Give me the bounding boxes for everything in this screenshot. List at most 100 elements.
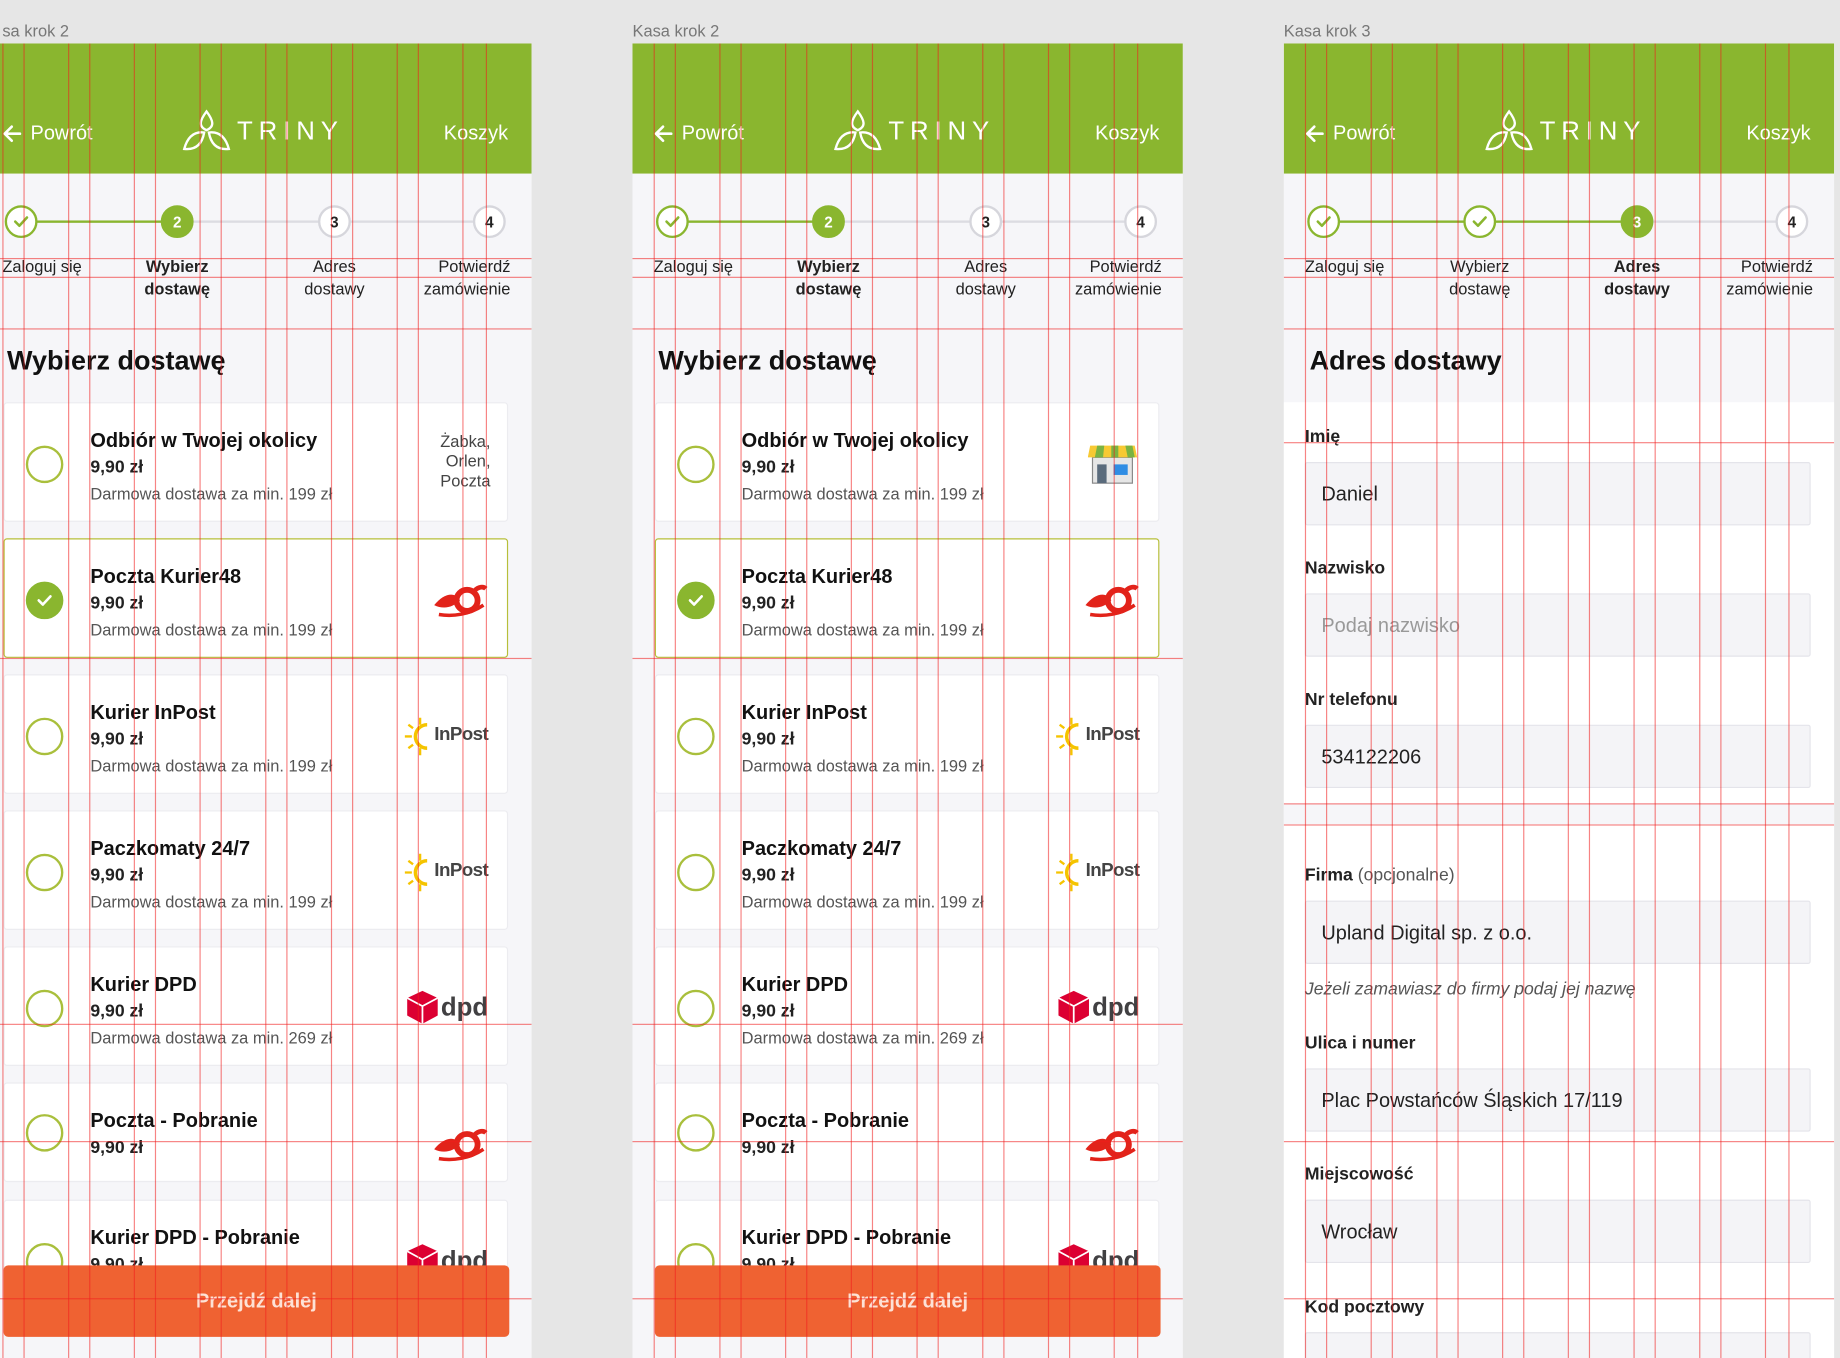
grid-guide xyxy=(719,43,721,1358)
radio[interactable] xyxy=(677,581,715,620)
radio[interactable] xyxy=(25,1114,64,1152)
grid-guide xyxy=(1720,43,1722,1358)
frame-label: Kasa krok 3 xyxy=(1283,21,1371,40)
step-circle xyxy=(4,205,38,239)
radio[interactable] xyxy=(25,445,64,484)
option-name: Paczkomaty 24/7 xyxy=(90,837,251,860)
field-label-text: Kod pocztowy xyxy=(1304,1297,1425,1317)
grid-guide xyxy=(220,43,222,1358)
delivery-option[interactable]: Kurier InPost 9,90 zł Darmowa dostawa za m… xyxy=(654,674,1160,794)
grid-guide xyxy=(1788,43,1790,1358)
grid-guide xyxy=(2,43,4,1358)
grid-guide xyxy=(89,43,91,1358)
brand-logo-svg xyxy=(834,109,882,151)
grid-guide xyxy=(1391,43,1393,1358)
grid-guide xyxy=(1654,43,1656,1358)
text-input[interactable]: Upland Digital sp. z o.o. xyxy=(1304,900,1811,964)
option-price: 9,90 zł xyxy=(90,457,144,478)
radio[interactable] xyxy=(677,1114,715,1152)
radio[interactable] xyxy=(25,717,64,756)
cart-link[interactable]: Koszyk xyxy=(1746,121,1811,145)
input-value: Daniel xyxy=(1321,483,1378,506)
delivery-option[interactable]: Paczkomaty 24/7 9,90 zł Darmowa dostawa za… xyxy=(654,810,1160,930)
grid-guide xyxy=(0,1298,532,1300)
step-circle: 2 xyxy=(160,205,194,239)
field-label-text: Imię xyxy=(1304,426,1341,447)
delivery-option[interactable]: Kurier InPost 9,90 zł Darmowa dostawa za m… xyxy=(3,674,509,794)
radio[interactable] xyxy=(677,853,715,892)
grid-guide xyxy=(286,43,288,1358)
continue-button[interactable]: Przejdź dalej xyxy=(654,1265,1161,1337)
step-circle: 3 xyxy=(318,205,351,239)
inpost-sun xyxy=(404,715,432,763)
delivery-option[interactable]: Poczta Kurier48 9,90 zł Darmowa dostawa za… xyxy=(3,538,509,658)
step-label: Adres dostawy xyxy=(304,256,365,298)
grid-guide xyxy=(632,1141,1183,1143)
check-icon xyxy=(1316,216,1331,228)
step-label: Potwierdź zamówienie xyxy=(423,256,511,298)
grid-guide xyxy=(740,43,742,1358)
delivery-option[interactable]: Poczta - Pobranie 9,90 zł xyxy=(3,1082,509,1183)
grid-guide xyxy=(937,43,939,1358)
delivery-option[interactable]: Kurier DPD 9,90 zł Darmowa dostawa za min.… xyxy=(3,946,509,1066)
radio[interactable] xyxy=(25,853,64,892)
radio[interactable] xyxy=(677,989,715,1028)
text-input[interactable]: Podaj nazwisko xyxy=(1304,593,1811,657)
step-label: Zaloguj się xyxy=(1304,256,1385,276)
field-label: Imię xyxy=(1305,427,1340,447)
radio[interactable] xyxy=(677,445,715,484)
phone-frame: Powrót TRINY Koszyk Zaloguj się Wybierz dost… xyxy=(1283,43,1835,1358)
delivery-option[interactable]: Odbiór w Twojej okolicy 9,90 zł Darmowa do… xyxy=(654,402,1160,522)
grid-guide xyxy=(1370,43,1372,1358)
back-link[interactable]: Powrót xyxy=(1333,121,1396,145)
grid-guide xyxy=(352,43,354,1358)
radio[interactable] xyxy=(677,717,715,756)
cart-link[interactable]: Koszyk xyxy=(443,121,509,145)
poczta-logo xyxy=(1083,579,1139,627)
inpost-sun-svg xyxy=(1056,853,1079,892)
poczta-logo-svg xyxy=(1085,584,1139,618)
option-price: 9,90 zł xyxy=(741,457,795,478)
radio[interactable] xyxy=(25,581,64,620)
header: Powrót TRINY Koszyk xyxy=(632,43,1183,174)
back-arrow xyxy=(2,123,23,150)
radio[interactable] xyxy=(25,989,64,1028)
grid-guide xyxy=(653,43,655,1358)
option-note: Darmowa dostawa za min. 199 zł xyxy=(90,756,333,776)
cart-link[interactable]: Koszyk xyxy=(1095,121,1160,145)
step-circle: 4 xyxy=(1775,205,1809,239)
page-title: Wybierz dostawę xyxy=(7,344,226,376)
delivery-option[interactable]: Poczta - Pobranie 9,90 zł xyxy=(654,1082,1160,1183)
grid-guide xyxy=(1113,43,1115,1358)
step-label: Wybierz dostawę xyxy=(144,256,211,298)
text-input[interactable]: 534122206 xyxy=(1304,724,1811,789)
delivery-option[interactable]: Kurier DPD 9,90 zł Darmowa dostawa za min.… xyxy=(654,946,1160,1066)
text-input[interactable]: Wrocław xyxy=(1304,1199,1811,1263)
input-value: Upland Digital sp. z o.o. xyxy=(1321,921,1533,945)
field-label-text: Ulica i numer xyxy=(1304,1033,1416,1054)
grid-guide xyxy=(632,328,1183,330)
option-name: Kurier DPD xyxy=(90,973,197,996)
grid-guide xyxy=(154,43,157,1358)
step-circle: 3 xyxy=(1620,205,1654,239)
back-link[interactable]: Powrót xyxy=(681,121,744,145)
grid-guide xyxy=(632,257,1183,260)
grid-guide xyxy=(1283,257,1835,260)
text-input[interactable]: Plac Powstańców Śląskich 17/119 xyxy=(1304,1068,1811,1132)
option-name: Poczta Kurier48 xyxy=(90,565,242,588)
grid-guide xyxy=(1003,43,1005,1358)
back-link[interactable]: Powrót xyxy=(30,121,93,145)
delivery-option[interactable]: Odbiór w Twojej okolicy 9,90 zł Darmowa do… xyxy=(3,402,509,522)
store-icon xyxy=(1087,441,1140,491)
continue-button[interactable]: Przejdź dalej xyxy=(3,1265,510,1337)
frame-label: Kasa krok 2 xyxy=(632,21,720,40)
text-input[interactable]: Daniel xyxy=(1304,462,1811,526)
text-input[interactable] xyxy=(1304,1332,1811,1358)
step-track xyxy=(21,220,490,223)
delivery-option[interactable]: Paczkomaty 24/7 9,90 zł Darmowa dostawa za… xyxy=(3,810,509,930)
field-label: Nazwisko xyxy=(1305,558,1385,578)
poczta-logo xyxy=(1083,1123,1139,1171)
phone-frame: Powrót TRINY Koszyk Zaloguj się 2 Wybierz dos… xyxy=(0,43,532,1358)
delivery-option[interactable]: Poczta Kurier48 9,90 zł Darmowa dostawa za… xyxy=(654,538,1160,658)
option-name: Kurier DPD - Pobranie xyxy=(741,1226,952,1249)
